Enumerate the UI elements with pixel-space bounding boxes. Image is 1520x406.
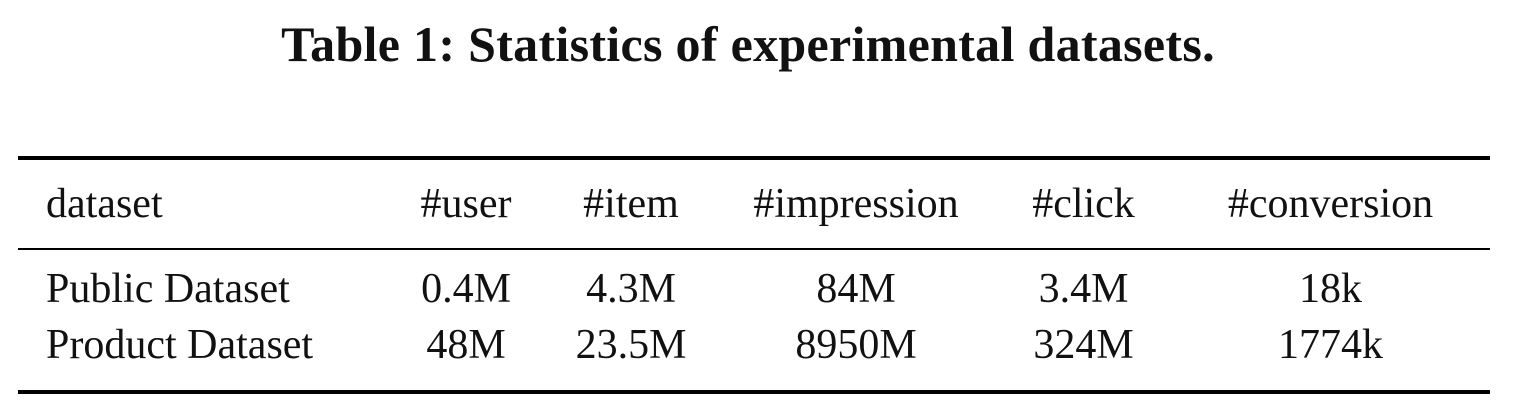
cell-user-count: 0.4M — [421, 266, 511, 312]
table-header-row: dataset #user #item #impression #click #… — [18, 158, 1490, 249]
cell-conversion-count: 1774k — [1278, 322, 1383, 368]
cell-dataset-name: Product Dataset — [46, 322, 314, 368]
cell-impression-count: 84M — [816, 266, 896, 312]
dataset-statistics-table: dataset #user #item #impression #click #… — [18, 156, 1490, 394]
table-caption: Table 1: Statistics of experimental data… — [281, 16, 1215, 72]
header-click: #click — [1032, 181, 1135, 227]
table-row: Public Dataset 0.4M 4.3M 84M 3.4M 18k — [18, 249, 1490, 316]
header-dataset: dataset — [46, 181, 163, 227]
cell-impression-count: 8950M — [795, 322, 917, 368]
statistics-table: dataset #user #item #impression #click #… — [18, 156, 1490, 394]
header-user: #user — [420, 181, 512, 227]
cell-dataset-name: Public Dataset — [46, 266, 290, 312]
header-impression: #impression — [753, 181, 959, 227]
cell-click-count: 324M — [1033, 322, 1134, 368]
cell-click-count: 3.4M — [1038, 266, 1129, 312]
cell-conversion-count: 18k — [1299, 266, 1362, 312]
cell-user-count: 48M — [426, 322, 506, 368]
header-conversion: #conversion — [1227, 181, 1434, 227]
header-item: #item — [583, 181, 679, 227]
cell-item-count: 23.5M — [575, 322, 687, 368]
table-row: Product Dataset 48M 23.5M 8950M 324M 177… — [18, 316, 1490, 392]
cell-item-count: 4.3M — [586, 266, 676, 312]
